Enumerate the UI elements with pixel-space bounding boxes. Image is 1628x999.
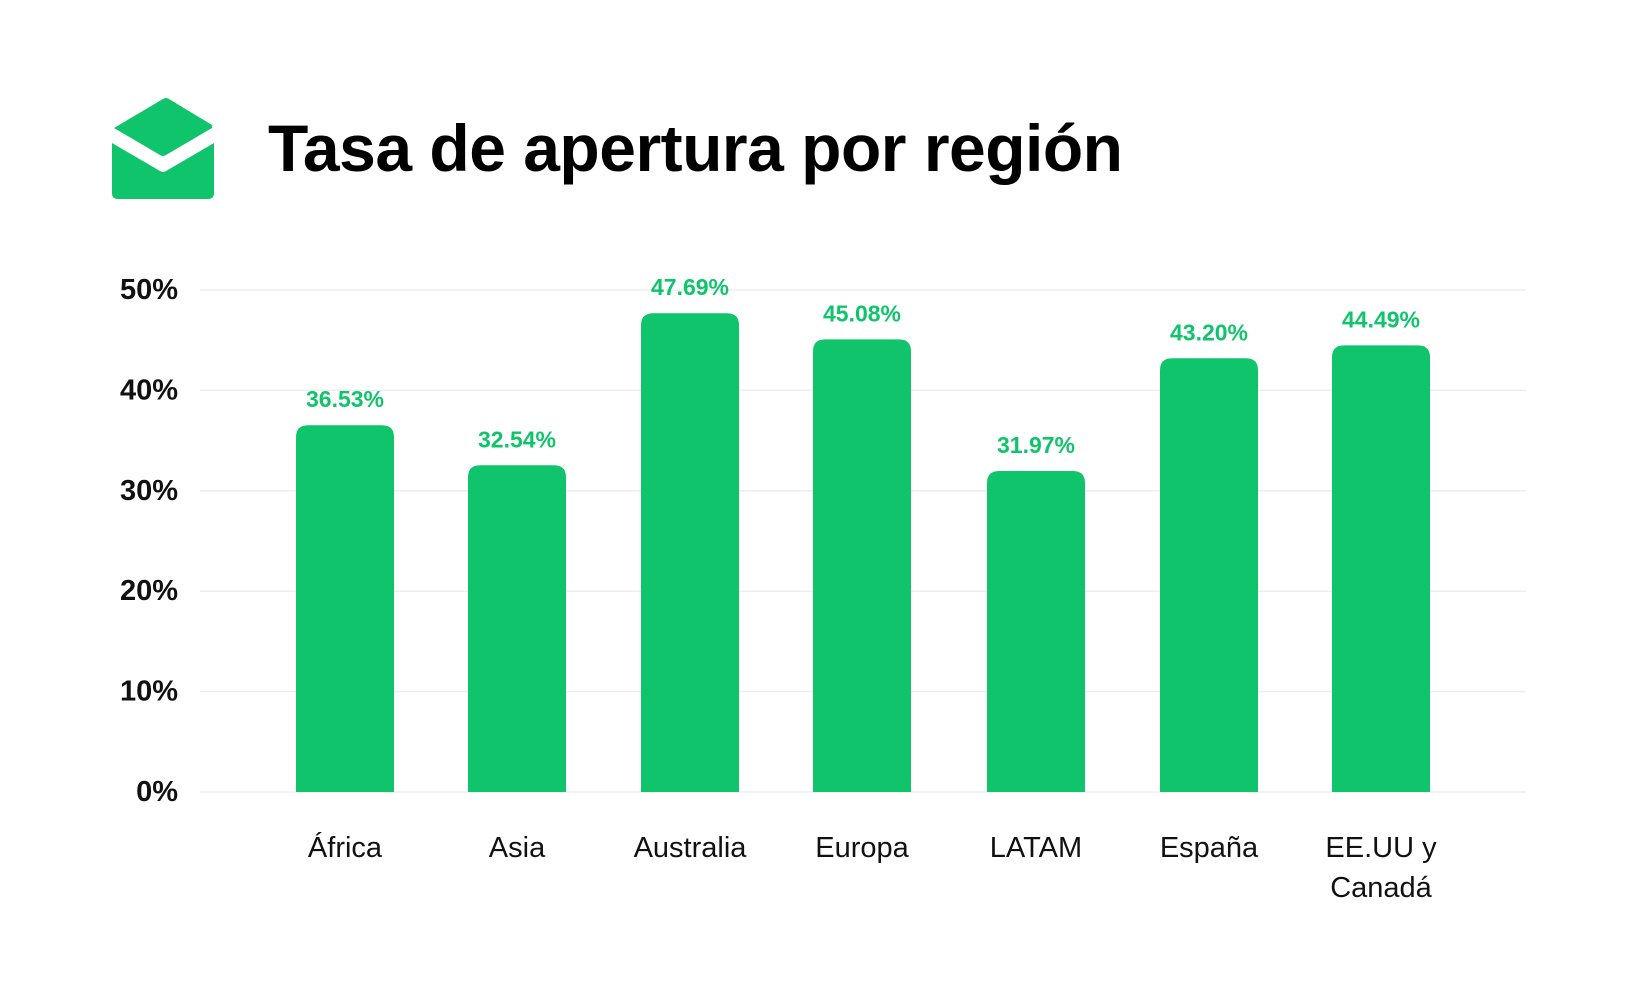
x-tick-label: Asia <box>489 832 546 864</box>
bar--frica <box>296 425 394 792</box>
y-tick-label: 50% <box>120 274 178 306</box>
y-tick-label: 30% <box>120 475 178 507</box>
bar-latam <box>987 471 1085 792</box>
x-tick-label: EE.UU y <box>1325 832 1437 864</box>
data-label: 31.97% <box>997 432 1075 458</box>
data-label: 43.20% <box>1170 319 1248 345</box>
y-tick-label: 20% <box>120 575 178 607</box>
bar-asia <box>468 465 566 792</box>
x-tick-label: Canadá <box>1330 872 1432 904</box>
bar-europa <box>813 339 911 792</box>
x-tick-label: África <box>308 831 383 864</box>
x-tick-label: Europa <box>815 832 909 864</box>
chart-title: Tasa de apertura por región <box>268 111 1123 185</box>
bar-australia <box>641 313 739 792</box>
data-label: 47.69% <box>651 274 729 300</box>
x-tick-label: España <box>1160 832 1259 864</box>
bar-ee-uu-y-canad- <box>1332 345 1430 792</box>
data-label: 44.49% <box>1342 306 1420 332</box>
data-label: 32.54% <box>478 426 556 452</box>
data-label: 36.53% <box>306 386 384 412</box>
x-tick-label: Australia <box>634 832 748 864</box>
data-label: 45.08% <box>823 300 901 326</box>
x-tick-label: LATAM <box>990 832 1082 864</box>
y-tick-label: 40% <box>120 374 178 406</box>
bar-espa-a <box>1160 358 1258 792</box>
open-envelope-icon <box>112 97 214 199</box>
y-tick-label: 10% <box>120 676 178 708</box>
y-tick-label: 0% <box>136 776 178 808</box>
